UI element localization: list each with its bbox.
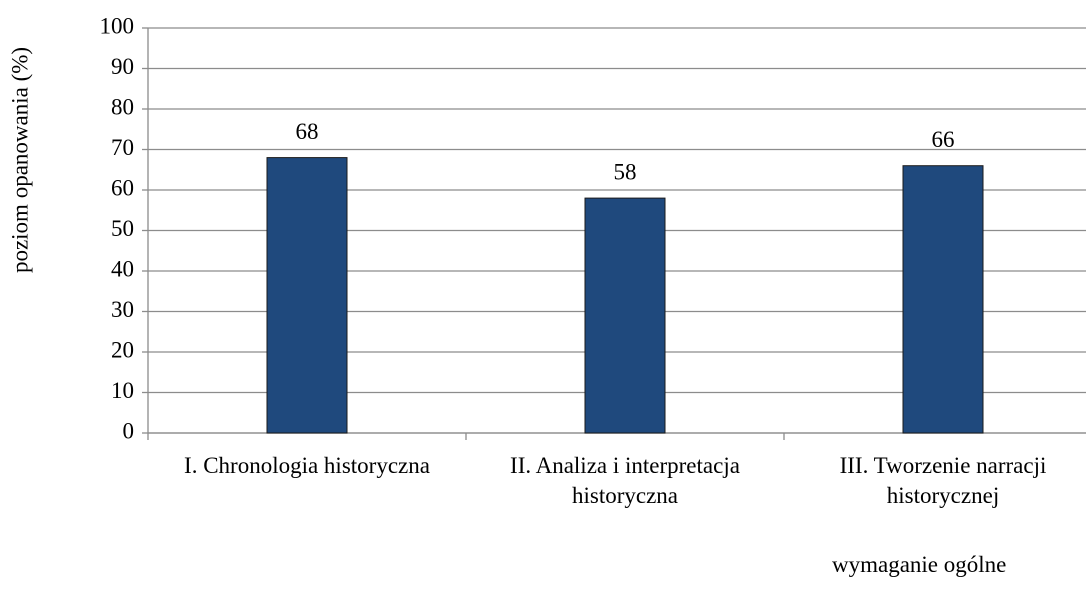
y-tick-label: 80 (111, 94, 134, 119)
bar (902, 165, 984, 434)
y-tick-label: 70 (111, 135, 134, 160)
y-axis-title: poziom opanowania (%) (7, 47, 32, 273)
bar (584, 197, 666, 434)
y-tick-label: 0 (123, 418, 135, 443)
y-tick-label: 40 (111, 256, 134, 281)
y-tick-label: 50 (111, 216, 134, 241)
y-tick-label: 30 (111, 297, 134, 322)
y-tick-label: 100 (100, 13, 135, 38)
x-axis-title: wymaganie ogólne (832, 552, 1007, 577)
x-tick-label: III. Tworzenie narracji historycznej (839, 453, 1047, 508)
y-tick-label: 10 (111, 378, 134, 403)
value-label: 68 (296, 119, 319, 144)
x-tick-label: II. Analiza i interpretacja historyczna (510, 453, 740, 508)
bar (266, 157, 348, 434)
x-tick-label: I. Chronologia historyczna (184, 453, 430, 478)
y-tick-label: 90 (111, 54, 134, 79)
y-tick-label: 60 (111, 175, 134, 200)
value-label: 66 (932, 127, 955, 152)
y-tick-label: 20 (111, 337, 134, 362)
value-label: 58 (614, 159, 637, 184)
